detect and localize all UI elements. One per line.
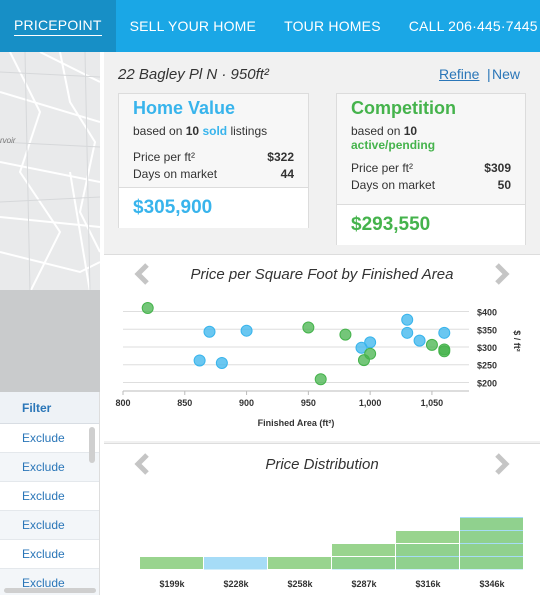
x-tick-label: $258k (287, 579, 313, 589)
scatter-chart-title: Price per Square Foot by Finished Area (190, 266, 454, 283)
y-axis-label: $ / ft² (512, 330, 522, 352)
bar-segment-competition (460, 544, 523, 556)
home-value-dom-row: Days on market 44 (133, 167, 294, 181)
home-value-card: Home Value based on 10 sold listings Pri… (118, 93, 309, 228)
scatter-point-sold (355, 341, 368, 354)
competition-total: $293,550 (337, 204, 525, 245)
exclude-link[interactable]: Exclude (0, 540, 99, 569)
y-tick-label: $350 (477, 325, 497, 335)
home-value-total: $305,900 (119, 187, 308, 228)
map-lake (0, 290, 100, 392)
map-label: rvoir (0, 136, 16, 145)
scatter-point-competition (314, 373, 327, 386)
nav-tour-homes[interactable]: TOUR HOMES (284, 18, 381, 34)
scatter-point-competition (302, 321, 315, 334)
bar-segment-competition (460, 531, 523, 543)
scatter-point-competition (339, 328, 352, 341)
x-axis-label: Finished Area (ft²) (258, 418, 335, 428)
exclude-link[interactable]: Exclude (0, 453, 99, 482)
property-address: 22 Bagley Pl N · 950ft² (118, 66, 269, 83)
competition-title: Competition (351, 98, 456, 118)
y-tick-label: $200 (477, 378, 497, 388)
y-tick-label: $250 (477, 361, 497, 371)
x-tick-label: 900 (239, 398, 254, 408)
bar-segment-competition (396, 557, 459, 569)
scatter-point-sold (438, 326, 451, 339)
x-tick-label: $316k (415, 579, 441, 589)
y-tick-label: $400 (477, 308, 497, 318)
scatter-point-competition (438, 343, 451, 356)
x-tick-label: $346k (479, 579, 505, 589)
new-link[interactable]: New (492, 66, 521, 82)
filter-horizontal-scrollbar[interactable] (4, 588, 96, 593)
competition-card: Competition based on 10 active/pending P… (336, 93, 526, 245)
home-value-basis: based on 10 sold listings (133, 124, 268, 138)
scatter-point-sold (215, 356, 228, 369)
exclude-link[interactable]: Exclude (0, 511, 99, 540)
bar-segment-competition (460, 557, 523, 569)
filter-list: Filter Exclude Exclude Exclude Exclude E… (0, 392, 100, 595)
scatter-point-competition (364, 347, 377, 360)
nav-sell-your-home[interactable]: SELL YOUR HOME (129, 18, 257, 34)
scatter-point-sold (240, 324, 253, 337)
x-tick-label: 850 (177, 398, 192, 408)
x-tick-label: 950 (301, 398, 316, 408)
x-tick-label: 1,050 (421, 398, 444, 408)
chevron-left-icon[interactable] (132, 452, 154, 476)
scatter-point-sold (401, 313, 414, 326)
home-value-title: Home Value (133, 98, 236, 118)
filter-header: Filter (0, 392, 99, 424)
link-separator: | (487, 66, 491, 82)
bar-segment-competition (268, 557, 331, 569)
competition-basis: based on 10 active/pending (351, 124, 436, 152)
chevron-left-icon[interactable] (132, 262, 154, 286)
nav-call[interactable]: CALL 206·445·7445 (408, 18, 538, 34)
home-value-ppsf-row: Price per ft² $322 (133, 150, 294, 164)
x-tick-label: $228k (223, 579, 249, 589)
y-tick-label: $300 (477, 343, 497, 353)
top-nav: PRICEPOINT SELL YOUR HOME TOUR HOMES CAL… (0, 0, 540, 52)
exclude-link[interactable]: Exclude (0, 424, 99, 453)
x-tick-label: $199k (159, 579, 185, 589)
chevron-right-icon[interactable] (490, 452, 512, 476)
x-tick-label: 1,000 (359, 398, 382, 408)
chevron-right-icon[interactable] (490, 262, 512, 286)
competition-ppsf-row: Price per ft² $309 (351, 161, 511, 175)
scatter-point-sold (401, 326, 414, 339)
bar-chart-title: Price Distribution (265, 456, 379, 473)
nav-pricepoint[interactable]: PRICEPOINT (0, 0, 116, 52)
bar-segment-competition (332, 557, 395, 569)
map[interactable]: rvoir (0, 52, 100, 392)
bar-segment-competition (332, 544, 395, 556)
bar-segment-sold (204, 557, 267, 570)
scatter-chart: $400 $350 $300 $250 $200 $ / ft² 800 850 900 950 1… (115, 302, 522, 428)
x-tick-label: 800 (115, 398, 130, 408)
scatter-point-competition (425, 338, 438, 351)
bar-chart: $199k $228k $258k $287k $316k $346k (140, 517, 523, 589)
bar-segment-competition (396, 531, 459, 543)
bar-segment-competition (140, 557, 203, 569)
exclude-link[interactable]: Exclude (0, 482, 99, 511)
filter-scrollbar[interactable] (89, 427, 95, 463)
bar-segment-competition (396, 544, 459, 556)
scatter-point-sold (203, 325, 216, 338)
scatter-point-competition (141, 302, 154, 314)
refine-link[interactable]: Refine (439, 66, 480, 82)
x-tick-label: $287k (351, 579, 377, 589)
map-streets (0, 52, 100, 293)
scatter-point-sold (413, 334, 426, 347)
scatter-point-sold (193, 354, 206, 367)
bar-segment-competition (460, 518, 523, 530)
competition-dom-row: Days on market 50 (351, 178, 511, 192)
